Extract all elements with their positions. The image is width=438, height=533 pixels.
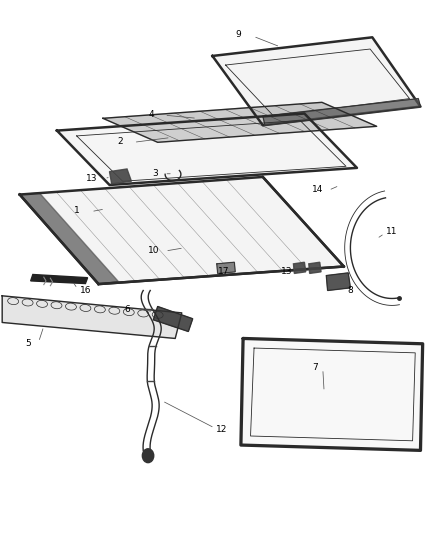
Polygon shape [217,262,235,273]
Text: 11: 11 [386,228,398,236]
Text: 4: 4 [148,110,154,119]
Polygon shape [20,193,118,284]
Text: 7: 7 [312,364,318,372]
Polygon shape [293,262,306,273]
Text: 8: 8 [347,286,353,295]
Text: 3: 3 [152,169,159,177]
Text: 5: 5 [25,340,32,348]
Text: 17: 17 [218,268,229,276]
Text: 9: 9 [236,30,242,39]
Polygon shape [20,177,344,284]
Text: 14: 14 [312,185,323,193]
Polygon shape [57,114,357,185]
Text: 16: 16 [80,286,91,295]
Polygon shape [153,306,193,332]
Text: 10: 10 [148,246,159,255]
Text: 6: 6 [124,305,130,313]
Polygon shape [309,262,321,273]
Polygon shape [31,274,88,284]
Polygon shape [103,102,377,142]
Text: 12: 12 [215,425,227,433]
Circle shape [142,449,154,463]
Text: 1: 1 [74,206,80,215]
Polygon shape [263,99,420,125]
Text: 2: 2 [118,137,123,146]
Polygon shape [241,338,423,450]
Polygon shape [2,296,182,338]
Text: 13: 13 [86,174,98,183]
Polygon shape [212,37,420,125]
Text: 13: 13 [281,268,293,276]
Polygon shape [326,273,350,290]
Polygon shape [110,169,131,184]
